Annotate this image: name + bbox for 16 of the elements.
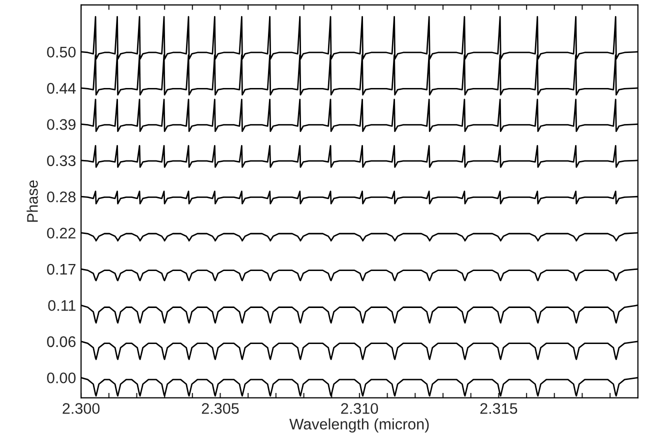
x-tick-label: 2.305 bbox=[202, 403, 239, 414]
y-tick-label: 0.00 bbox=[47, 372, 76, 384]
x-tick-label: 2.310 bbox=[341, 403, 378, 414]
y-tick-label: 0.17 bbox=[47, 264, 76, 275]
y-tick-label: 0.50 bbox=[47, 46, 76, 58]
y-tick-label: 0.44 bbox=[47, 82, 76, 94]
y-tick-label: 0.39 bbox=[47, 119, 76, 130]
y-tick-label: 0.22 bbox=[47, 228, 76, 239]
y-tick-label: 0.28 bbox=[47, 191, 76, 202]
y-tick-label: 0.06 bbox=[47, 336, 76, 348]
x-tick-label: 2.315 bbox=[480, 403, 518, 414]
x-axis-title: Wavelength (micron) bbox=[289, 418, 429, 433]
y-tick-label: 0.11 bbox=[48, 300, 76, 311]
y-tick-label: 0.33 bbox=[47, 155, 76, 166]
y-axis-title: Phase bbox=[26, 180, 38, 222]
x-tick-label: 2.300 bbox=[62, 403, 100, 414]
